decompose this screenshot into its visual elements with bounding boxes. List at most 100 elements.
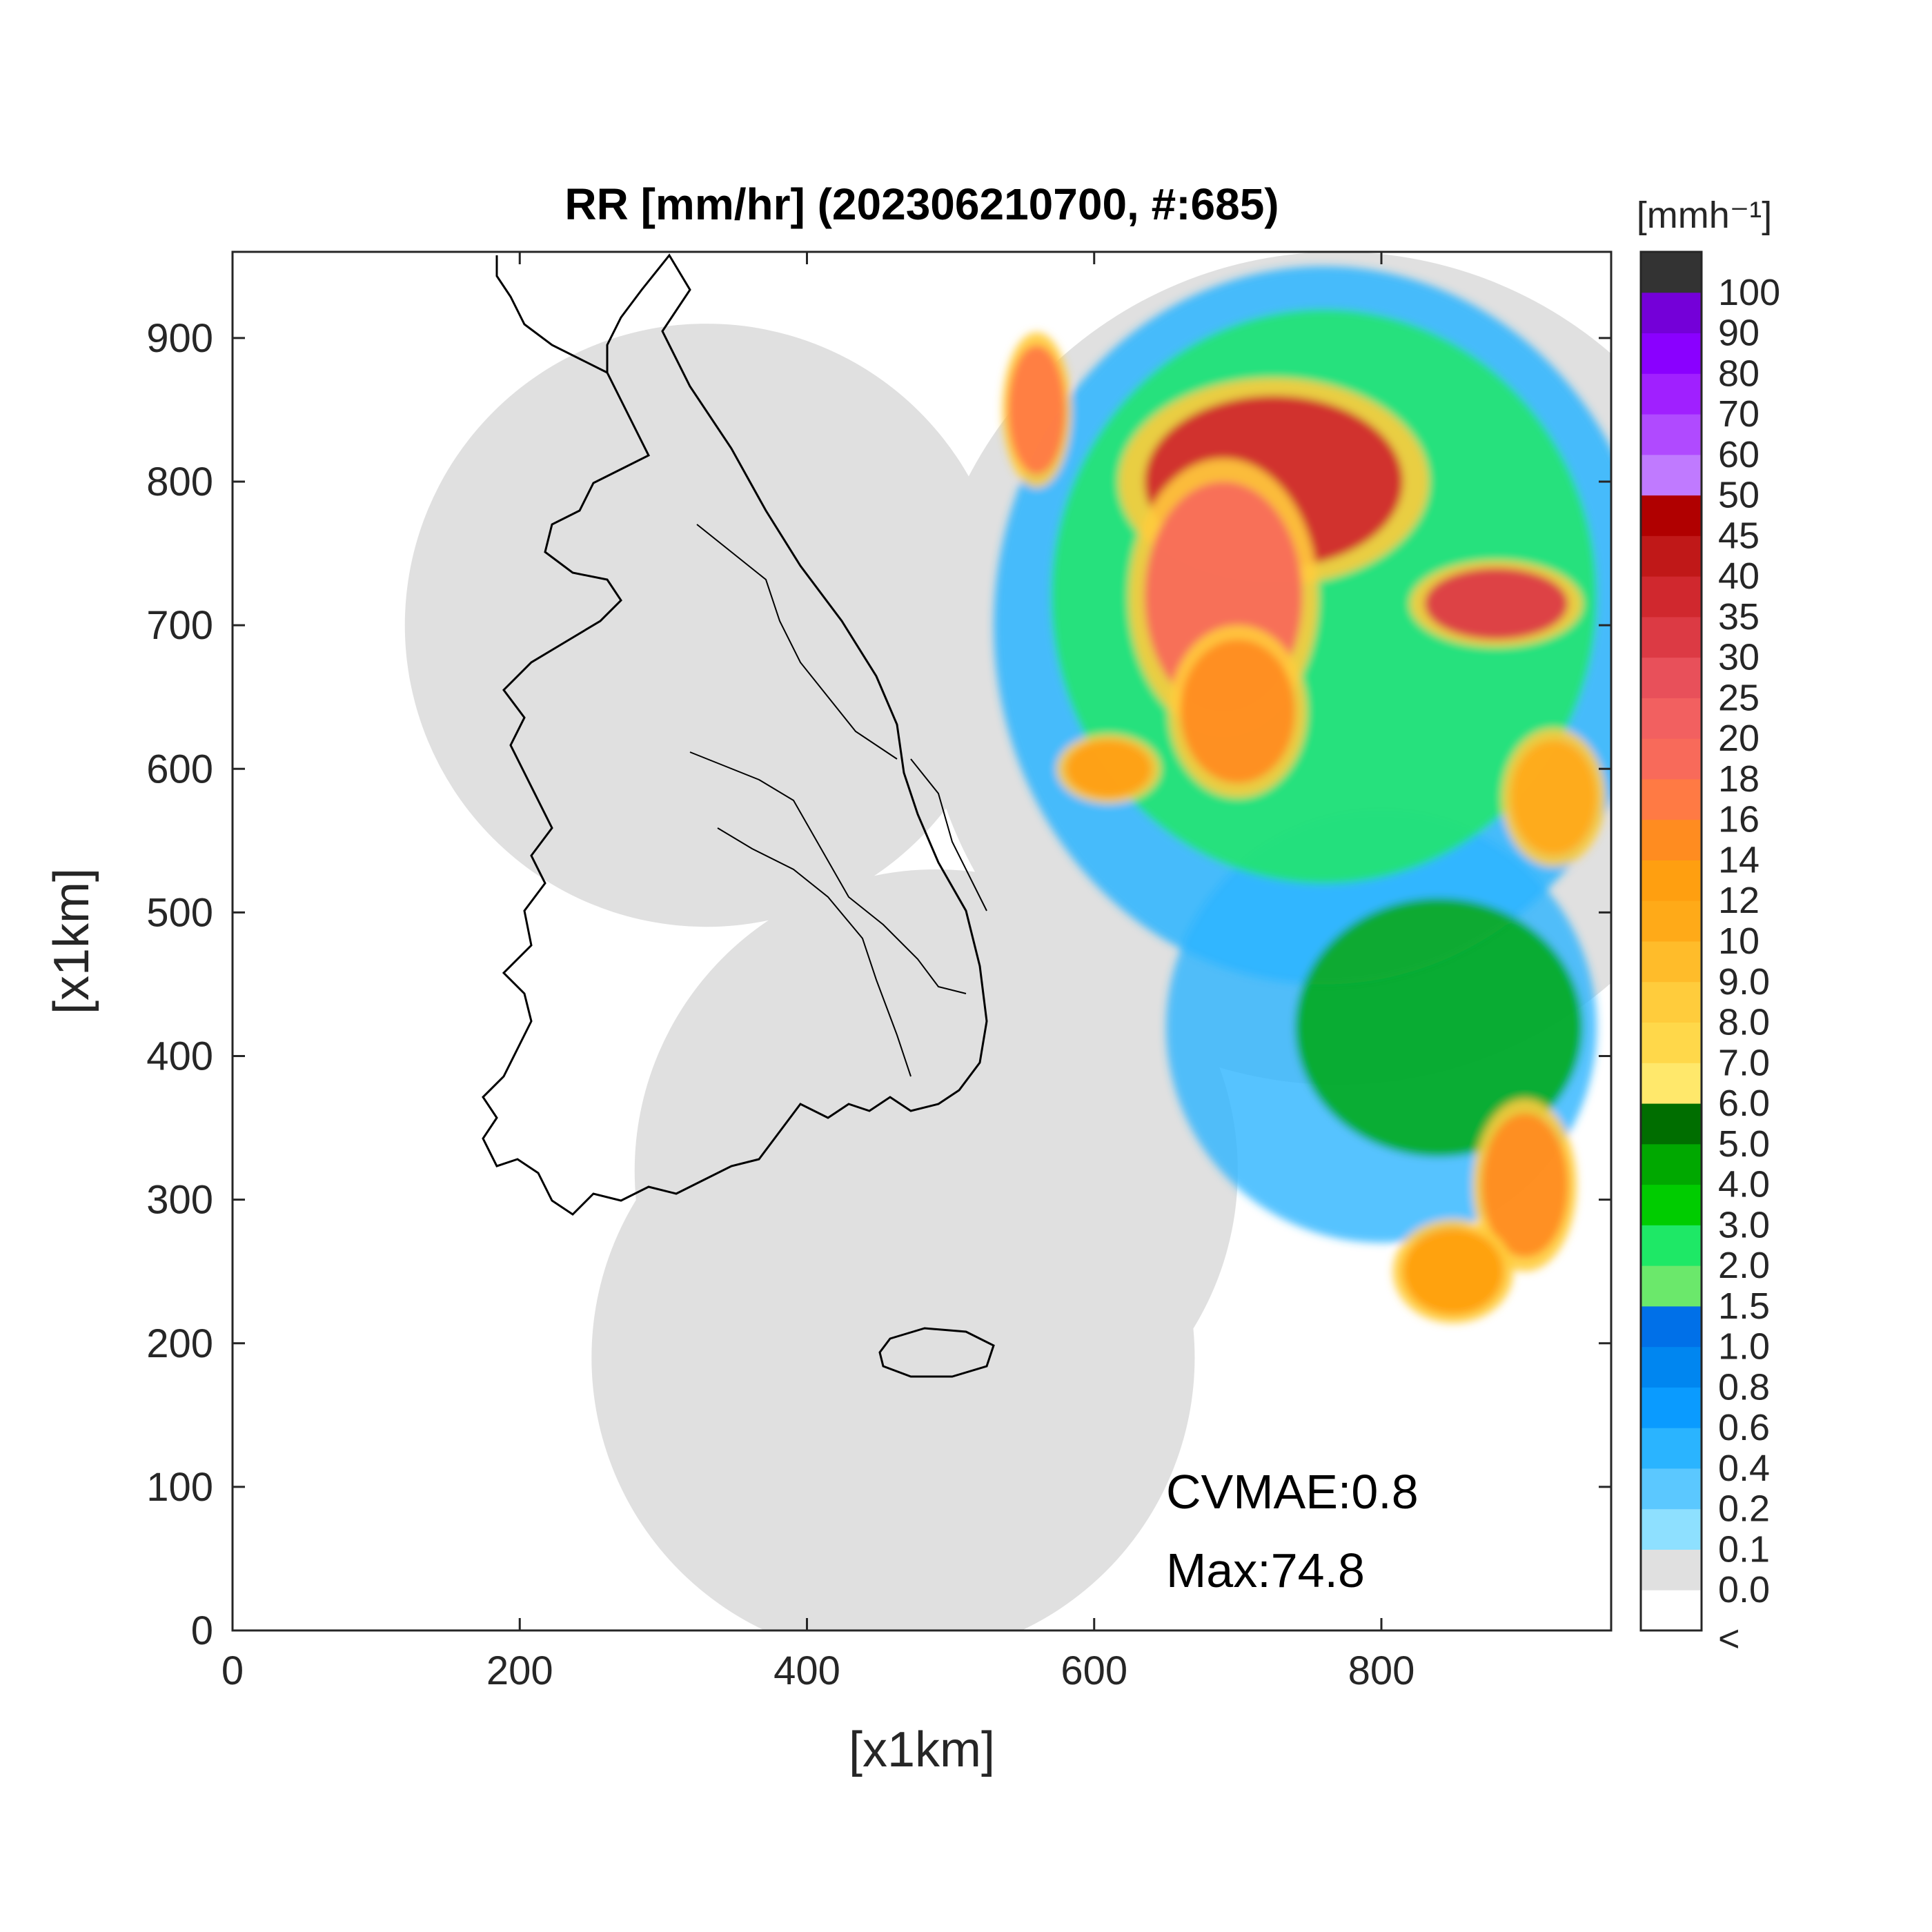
colorbar-segment-33 xyxy=(1641,252,1702,293)
province-border-2 xyxy=(717,827,911,1077)
colorbar-segment-0 xyxy=(1641,1590,1702,1631)
colorbar-label-1: 0.0 xyxy=(1718,1569,1770,1610)
province-border-3 xyxy=(696,524,898,760)
colorbar-segment-25 xyxy=(1641,576,1702,618)
colorbar-segment-30 xyxy=(1641,373,1702,415)
rain-cell-2 xyxy=(1168,625,1307,798)
colorbar-segment-20 xyxy=(1641,778,1702,820)
rain-band-south-east-moderate xyxy=(1295,898,1583,1157)
coverage-circle-2 xyxy=(591,1056,1195,1630)
colorbar-label-3: 0.2 xyxy=(1718,1488,1770,1530)
colorbar-label-17: 10 xyxy=(1718,920,1759,962)
colorbar-label-8: 1.5 xyxy=(1718,1285,1770,1327)
colorbar-label-7: 1.0 xyxy=(1718,1326,1770,1368)
colorbar-label-24: 30 xyxy=(1718,637,1759,678)
colorbar-label-30: 70 xyxy=(1718,393,1759,435)
colorbar-unit-label: [mmh⁻¹] xyxy=(1637,195,1773,236)
colorbar-label-0: < xyxy=(1718,1618,1740,1659)
colorbar-segment-4 xyxy=(1641,1428,1702,1469)
colorbar-label-31: 80 xyxy=(1718,353,1759,394)
colorbar-segment-14 xyxy=(1641,1022,1702,1063)
colorbar-segment-5 xyxy=(1641,1387,1702,1428)
colorbar-segment-24 xyxy=(1641,616,1702,658)
colorbar-label-20: 16 xyxy=(1718,799,1759,840)
colorbar-label-10: 3.0 xyxy=(1718,1204,1770,1245)
colorbar-label-21: 18 xyxy=(1718,758,1759,800)
colorbar-label-11: 4.0 xyxy=(1718,1164,1770,1205)
colorbar-label-32: 90 xyxy=(1718,313,1759,354)
colorbar-segment-1 xyxy=(1641,1549,1702,1590)
colorbar-label-25: 35 xyxy=(1718,596,1759,638)
colorbar-segment-9 xyxy=(1641,1225,1702,1266)
colorbar-label-23: 25 xyxy=(1718,677,1759,718)
rain-cell-6 xyxy=(1473,1098,1577,1272)
y-tick-label-7: 700 xyxy=(146,603,213,648)
colorbar-segment-10 xyxy=(1641,1184,1702,1225)
colorbar-label-16: 9.0 xyxy=(1718,961,1770,1003)
y-tick-label-4: 400 xyxy=(146,1034,213,1079)
rain-cell-4 xyxy=(1002,332,1072,488)
cvmae-annotation: CVMAE:0.8 xyxy=(1166,1465,1419,1519)
colorbar-label-9: 2.0 xyxy=(1718,1245,1770,1286)
colorbar-segment-2 xyxy=(1641,1508,1702,1550)
colorbar-segment-7 xyxy=(1641,1305,1702,1348)
colorbar-segment-26 xyxy=(1641,535,1702,577)
province-border-1 xyxy=(689,751,967,994)
colorbar-segment-27 xyxy=(1641,495,1702,536)
y-tick-label-8: 800 xyxy=(146,460,213,504)
colorbar-segment-32 xyxy=(1641,292,1702,334)
colorbar-segment-16 xyxy=(1641,941,1702,983)
colorbar-segment-23 xyxy=(1641,657,1702,698)
rain-cell-5 xyxy=(1056,734,1161,804)
x-tick-label-4: 800 xyxy=(1348,1648,1415,1693)
coastline-outline xyxy=(482,253,995,1378)
rain-cell-8 xyxy=(1501,728,1606,867)
colorbar-label-26: 40 xyxy=(1718,555,1759,597)
colorbar-label-6: 0.8 xyxy=(1718,1366,1770,1408)
colorbar-label-14: 7.0 xyxy=(1718,1042,1770,1083)
colorbar-label-27: 45 xyxy=(1718,515,1759,556)
colorbar-label-28: 50 xyxy=(1718,475,1759,516)
colorbar-segment-22 xyxy=(1641,698,1702,739)
colorbar-segment-29 xyxy=(1641,414,1702,455)
colorbar-segment-13 xyxy=(1641,1063,1702,1104)
colorbar-frame xyxy=(1639,250,1703,1632)
colorbar: <0.00.10.20.40.60.81.01.52.03.04.05.06.0… xyxy=(1639,250,1780,1659)
precipitation-layer xyxy=(994,266,1611,1323)
y-tick-label-2: 200 xyxy=(146,1321,213,1366)
colorbar-segment-12 xyxy=(1641,1103,1702,1145)
colorbar-segment-21 xyxy=(1641,738,1702,780)
colorbar-label-18: 12 xyxy=(1718,880,1759,921)
x-axis-label: [x1km] xyxy=(849,1722,995,1777)
jeju-outline xyxy=(878,1327,995,1378)
rain-cell-3 xyxy=(1410,560,1583,647)
rain-cell-7 xyxy=(1392,1219,1514,1323)
colorbar-segment-17 xyxy=(1641,900,1702,942)
colorbar-segment-18 xyxy=(1641,860,1702,901)
y-tick-label-3: 300 xyxy=(146,1178,213,1223)
colorbar-segment-3 xyxy=(1641,1468,1702,1510)
y-axis-ticks: 0 100 200 300 400 500 600 700 800 900 xyxy=(146,316,1611,1653)
y-tick-label-0: 0 xyxy=(191,1608,213,1653)
colorbar-segment-8 xyxy=(1641,1265,1702,1307)
colorbar-label-4: 0.4 xyxy=(1718,1448,1770,1489)
x-tick-label-1: 200 xyxy=(486,1648,553,1693)
y-tick-label-1: 100 xyxy=(146,1465,213,1510)
colorbar-label-19: 14 xyxy=(1718,839,1759,880)
x-axis-ticks: 0 200 400 600 800 xyxy=(221,252,1415,1693)
north-outline xyxy=(495,255,608,374)
colorbar-segment-6 xyxy=(1641,1346,1702,1388)
chart-title: RR [mm/hr] (202306210700, #:685) xyxy=(564,179,1279,229)
colorbar-label-12: 5.0 xyxy=(1718,1123,1770,1165)
x-tick-label-3: 600 xyxy=(1061,1648,1127,1693)
colorbar-label-15: 8.0 xyxy=(1718,1002,1770,1043)
axes-box xyxy=(231,250,1613,1632)
colorbar-label-13: 6.0 xyxy=(1718,1083,1770,1124)
colorbar-label-33: 100 xyxy=(1718,272,1780,313)
colorbar-label-5: 0.6 xyxy=(1718,1407,1770,1448)
colorbar-label-2: 0.1 xyxy=(1718,1528,1770,1570)
max-annotation: Max:74.8 xyxy=(1166,1544,1365,1597)
province-border-4 xyxy=(910,758,987,911)
colorbar-segment-31 xyxy=(1641,333,1702,374)
